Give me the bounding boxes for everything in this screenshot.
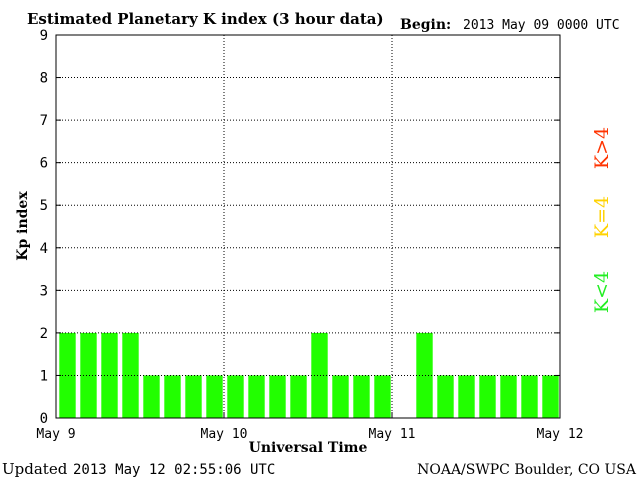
kp-bar: [542, 375, 559, 418]
x-tick-label: May 11: [369, 427, 416, 442]
y-tick-label: 1: [40, 368, 48, 384]
updated-label: Updated: [2, 460, 68, 478]
legend-high: K>4: [591, 127, 613, 169]
y-tick-label: 4: [40, 241, 48, 257]
kp-bar: [185, 375, 202, 418]
kp-bar: [353, 375, 370, 418]
kp-bar: [500, 375, 517, 418]
kp-bar: [122, 332, 139, 418]
begin-value: 2013 May 09 0000 UTC: [463, 18, 620, 33]
plot-area: 0 1 2 3 4 5 6 7 8 9 May 9 May 10 May 11 May 12: [36, 28, 583, 442]
x-axis-label: Universal Time: [249, 440, 368, 456]
y-tick-label: 9: [40, 28, 48, 44]
kp-bar: [437, 375, 454, 418]
updated-value: 2013 May 12 02:55:06 UTC: [73, 462, 275, 478]
begin-label: Begin:: [400, 17, 451, 33]
chart-title: Estimated Planetary K index (3 hour data…: [27, 10, 384, 28]
kp-bar: [521, 375, 538, 418]
x-tick-label: May 9: [36, 427, 75, 442]
kp-bar: [479, 375, 496, 418]
y-tick-label: 3: [40, 283, 48, 299]
y-axis-label: Kp index: [15, 191, 31, 261]
kp-bar: [143, 375, 160, 418]
legend-low: K<4: [591, 271, 613, 313]
legend-mid: K=4: [591, 196, 613, 238]
source-credit: NOAA/SWPC Boulder, CO USA: [417, 462, 637, 478]
x-tick-label: May 10: [201, 427, 248, 442]
y-tick-label: 0: [40, 411, 48, 427]
kp-bar: [80, 332, 97, 418]
y-tick-label: 2: [40, 326, 48, 342]
kp-bar: [458, 375, 475, 418]
kp-bar: [416, 332, 433, 418]
kp-bar: [59, 332, 76, 418]
kp-bar: [374, 375, 391, 418]
kp-bar: [164, 375, 181, 418]
y-tick-label: 8: [40, 71, 48, 87]
y-tick-label: 5: [40, 198, 48, 214]
kp-bar: [332, 375, 349, 418]
plot-frame: [55, 34, 561, 419]
kp-bar: [269, 375, 286, 418]
y-tick-label: 7: [40, 113, 48, 129]
kp-bar: [227, 375, 244, 418]
kp-bar: [101, 332, 118, 418]
kp-bar: [206, 375, 223, 418]
y-tick-label: 6: [40, 156, 48, 172]
kp-bar: [311, 332, 328, 418]
x-tick-label: May 12: [537, 427, 584, 442]
kp-bar: [248, 375, 265, 418]
kp-bar: [290, 375, 307, 418]
